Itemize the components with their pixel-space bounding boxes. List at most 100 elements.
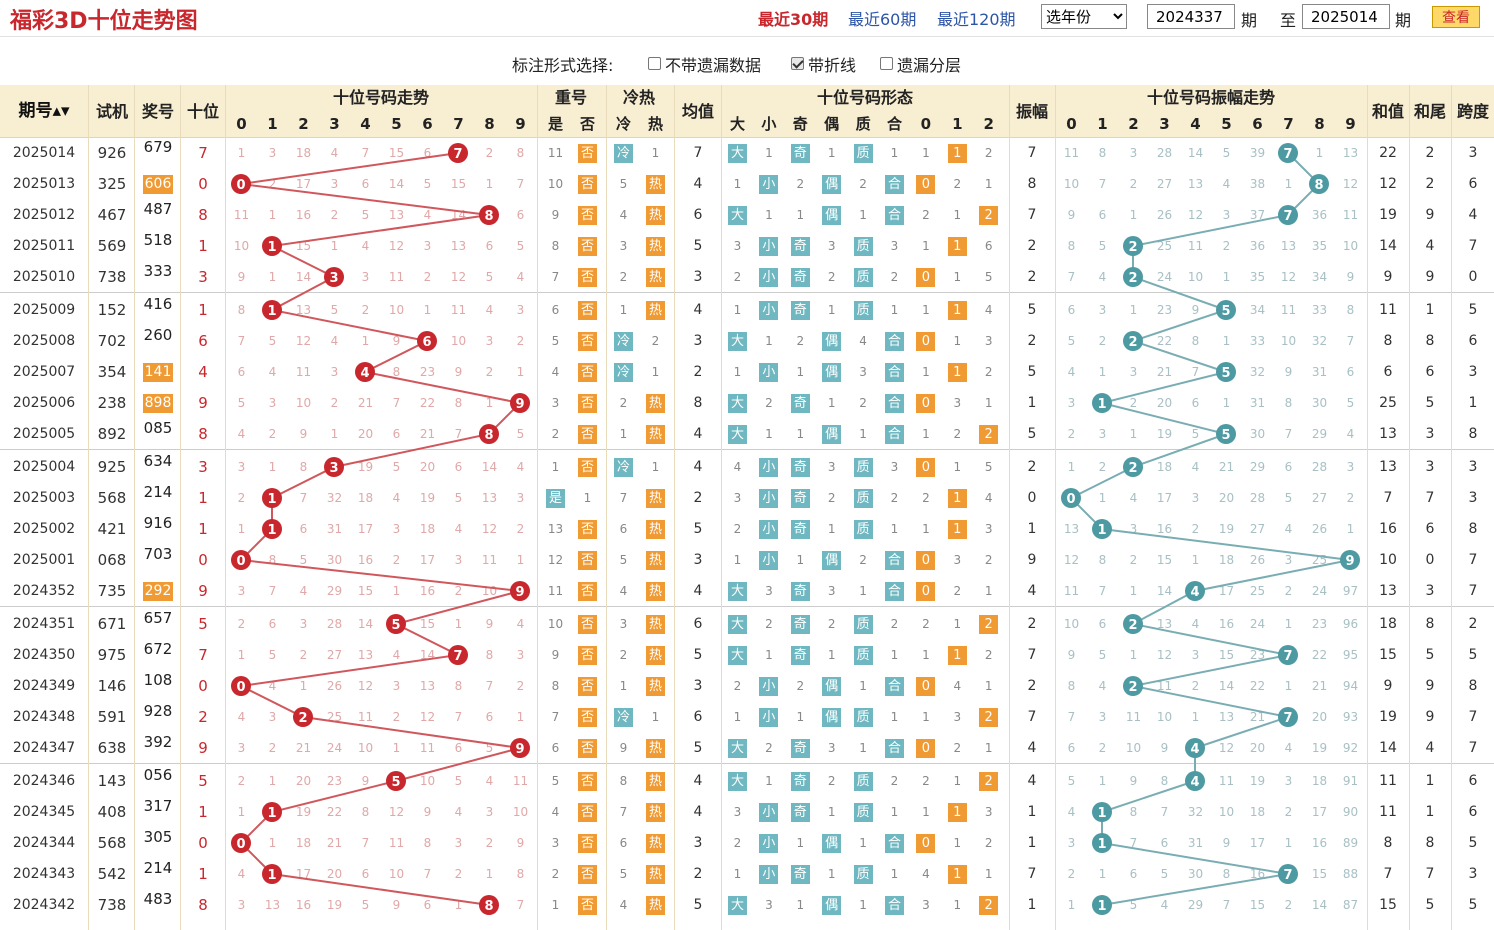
- view-button[interactable]: 查看: [1432, 6, 1480, 28]
- prize-number: 487: [143, 200, 173, 218]
- shape-miss: 1: [827, 303, 836, 317]
- trend-miss: 3: [485, 334, 494, 348]
- column-divider: [1009, 85, 1010, 930]
- tens-digit-ball: [231, 833, 251, 853]
- shape-tag: 小: [759, 803, 779, 822]
- trend-miss: 3: [237, 741, 246, 755]
- trend-miss: 1: [454, 898, 463, 912]
- shape-tag: 小: [759, 520, 779, 539]
- issue-number: 2025011: [12, 238, 76, 254]
- trend-miss: 16: [295, 208, 312, 222]
- option-no-miss-data[interactable]: 不带遗漏数据: [648, 52, 761, 76]
- amplitude-ball-label: 1: [1097, 523, 1106, 538]
- hot-miss: 2: [651, 334, 660, 348]
- sum-tail-value: 9: [1425, 269, 1435, 285]
- amp-trend-miss: 23: [1311, 617, 1328, 631]
- column-divider: [537, 85, 538, 930]
- shape-miss: 1: [859, 427, 867, 441]
- amp-trend-miss: 92: [1342, 741, 1359, 755]
- shape-miss: 1: [922, 239, 930, 253]
- amp-trend-miss: 8: [1346, 303, 1355, 317]
- amp-trend-miss: 9: [1067, 208, 1076, 222]
- trend-miss: 8: [454, 679, 463, 693]
- amplitude-ball: [1092, 833, 1112, 853]
- amp-trend-miss: 9: [1346, 270, 1355, 284]
- shape-miss: 2: [827, 491, 836, 505]
- repeat-no-tag: 否: [578, 551, 597, 570]
- amp-trend-miss: 8: [1160, 774, 1169, 788]
- amp-trend-miss: 7: [1222, 898, 1231, 912]
- trend-miss: 1: [237, 648, 246, 662]
- shape-miss: 4: [859, 334, 867, 348]
- shape-miss: 3: [984, 334, 993, 348]
- year-select[interactable]: 选年份: [1041, 4, 1127, 29]
- header-trend-digit: 4: [360, 115, 371, 133]
- amp-trend-miss: 32: [1249, 365, 1266, 379]
- amp-trend-miss: 94: [1342, 679, 1359, 693]
- header-trend-digit: 2: [298, 115, 309, 133]
- amp-trend-miss: 29: [1187, 898, 1204, 912]
- range-link-60[interactable]: 最近60期: [848, 10, 917, 29]
- option-with-polyline[interactable]: 带折线: [791, 52, 856, 76]
- issue-number: 2025012: [12, 207, 76, 223]
- cold-miss: 2: [619, 270, 628, 284]
- amp-trend-miss: 18: [1156, 460, 1173, 474]
- option-miss-layers[interactable]: 遗漏分层: [880, 52, 961, 76]
- trend-miss: 10: [388, 867, 405, 881]
- average-value: 3: [693, 333, 703, 349]
- amp-trend-miss: 2: [1129, 177, 1138, 191]
- hot-tag: 热: [646, 489, 665, 508]
- amp-trend-miss: 3: [1284, 553, 1293, 567]
- trial-number: 738: [97, 268, 127, 286]
- from-issue-input[interactable]: [1147, 4, 1235, 29]
- trend-miss: 8: [361, 805, 370, 819]
- amp-trend-miss: 4: [1191, 460, 1200, 474]
- tens-digit-ball-label: 5: [391, 618, 400, 633]
- trend-miss: 10: [450, 334, 467, 348]
- amp-trend-miss: 38: [1249, 177, 1266, 191]
- checkbox-checked-icon[interactable]: [791, 56, 804, 70]
- sum-value: 19: [1379, 207, 1397, 223]
- trend-miss: 3: [330, 177, 339, 191]
- shape-tag: 奇: [790, 394, 810, 413]
- span-value: 7: [1468, 709, 1478, 725]
- tens-digit-ball: [510, 393, 530, 413]
- amplitude-ball-label: 0: [1066, 492, 1075, 507]
- amplitude-ball-label: 2: [1128, 271, 1137, 286]
- shape-miss: 6: [984, 239, 993, 253]
- trial-number: 591: [97, 708, 127, 726]
- amp-trend-miss: 17: [1218, 584, 1235, 598]
- amplitude-value: 1: [1027, 521, 1037, 537]
- remainder-tag: 0: [916, 834, 936, 853]
- checkbox-icon[interactable]: [880, 56, 893, 70]
- shape-tag: 质: [853, 458, 873, 477]
- amp-trend-miss: 32: [1311, 334, 1328, 348]
- range-link-120[interactable]: 最近120期: [937, 10, 1016, 29]
- trend-miss: 21: [419, 427, 436, 441]
- group-separator: [0, 606, 1494, 607]
- header-trend-digit: 0: [236, 115, 247, 133]
- trend-miss: 4: [516, 617, 525, 631]
- repeat-no-tag: 否: [578, 865, 597, 884]
- to-issue-input[interactable]: [1302, 4, 1390, 29]
- shape-tag: 合: [885, 363, 904, 382]
- trend-miss: 9: [454, 365, 463, 379]
- shape-miss: 3: [953, 396, 962, 410]
- shape-miss: 1: [890, 710, 899, 724]
- remainder-tag: 2: [979, 772, 999, 791]
- amp-trend-miss: 23: [1156, 303, 1173, 317]
- shape-tag: 质: [853, 489, 873, 508]
- checkbox-icon[interactable]: [648, 56, 661, 70]
- repeat-no-tag: 否: [578, 520, 597, 539]
- shape-miss: 1: [827, 648, 836, 662]
- amp-trend-miss: 33: [1249, 334, 1266, 348]
- amp-trend-miss: 19: [1156, 427, 1173, 441]
- amp-trend-miss: 2: [1067, 427, 1076, 441]
- trend-miss: 23: [419, 365, 436, 379]
- repeat-no-tag: 否: [578, 175, 597, 194]
- shape-tag: 合: [885, 677, 904, 696]
- tens-digit-ball-label: 9: [515, 585, 524, 600]
- amp-trend-miss: 15: [1218, 648, 1235, 662]
- sum-tail-value: 2: [1425, 145, 1435, 161]
- range-link-30[interactable]: 最近30期: [758, 10, 829, 29]
